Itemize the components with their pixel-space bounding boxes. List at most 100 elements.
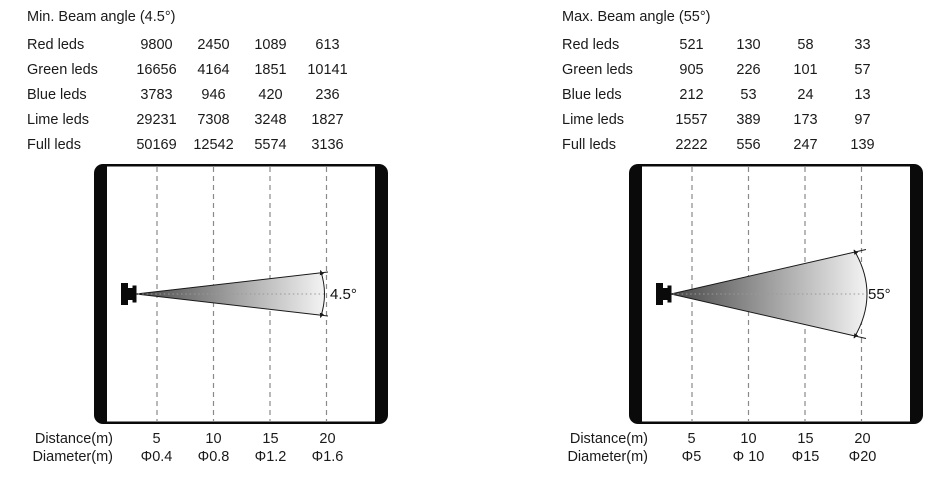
led-table-row: Green leds 905 226 101 57 <box>562 58 892 83</box>
beam-diagram-min: 4.5° <box>94 164 388 424</box>
diameter-axis: Diameter(m) Φ0.4 Φ0.8 Φ1.2 Φ1.6 <box>0 449 356 466</box>
lux-value: 97 <box>854 112 871 128</box>
lux-value: 212 <box>679 87 704 103</box>
led-row-label: Green leds <box>562 62 633 78</box>
lux-value: 16656 <box>136 62 177 78</box>
led-table-row: Full leds 2222 556 247 139 <box>562 133 892 158</box>
diameter-value: Φ20 <box>848 449 877 465</box>
lux-value: 1851 <box>254 62 287 78</box>
diameter-value: Φ15 <box>791 449 820 465</box>
lux-value: 53 <box>740 87 757 103</box>
lux-value: 13 <box>854 87 871 103</box>
lux-value: 946 <box>201 87 226 103</box>
fixture-icon <box>121 283 137 305</box>
lux-value: 613 <box>315 37 340 53</box>
lux-value: 101 <box>793 62 818 78</box>
lux-value: 7308 <box>197 112 230 128</box>
led-row-label: Lime leds <box>27 112 90 128</box>
panel-min-beam-angle: Min. Beam angle (4.5°) Red leds 9800 245… <box>0 0 415 477</box>
beam-edge-top <box>135 271 329 295</box>
lux-value: 10141 <box>307 62 348 78</box>
led-row-label: Green leds <box>27 62 98 78</box>
distance-axis: Distance(m) 5 10 15 20 <box>535 431 891 448</box>
beam-cone <box>136 273 324 315</box>
diameter-value: Φ0.4 <box>140 449 173 465</box>
distance-axis-label: Distance(m) <box>34 431 113 447</box>
lux-value: 3136 <box>311 137 344 153</box>
lux-value: 58 <box>797 37 814 53</box>
fixture-icon <box>656 283 672 305</box>
lux-value: 24 <box>797 87 814 103</box>
lux-value: 139 <box>850 137 875 153</box>
distance-value: 20 <box>319 431 336 447</box>
diameter-axis-label: Diameter(m) <box>32 449 113 465</box>
beam-angle-label: 4.5° <box>330 286 357 303</box>
led-lux-table: Red leds 9800 2450 1089 613 Green leds 1… <box>27 33 357 158</box>
led-table-row: Red leds 521 130 58 33 <box>562 33 892 58</box>
diameter-value: Φ5 <box>681 449 702 465</box>
lux-value: 5574 <box>254 137 287 153</box>
lux-value: 50169 <box>136 137 177 153</box>
led-table-row: Full leds 50169 12542 5574 3136 <box>27 133 357 158</box>
lux-value: 1089 <box>254 37 287 53</box>
lux-value: 905 <box>679 62 704 78</box>
led-row-label: Red leds <box>27 37 85 53</box>
distance-value: 5 <box>687 431 696 447</box>
distance-axis: Distance(m) 5 10 15 20 <box>0 431 356 448</box>
beam-edge-bottom <box>670 293 867 339</box>
led-row-label: Lime leds <box>562 112 625 128</box>
distance-value: 5 <box>152 431 161 447</box>
diameter-axis: Diameter(m) Φ5 Φ 10 Φ15 Φ20 <box>535 449 891 466</box>
lux-value: 2222 <box>675 137 708 153</box>
led-table-row: Blue leds 212 53 24 13 <box>562 83 892 108</box>
lux-value: 226 <box>736 62 761 78</box>
lux-value: 3783 <box>140 87 173 103</box>
lux-value: 33 <box>854 37 871 53</box>
lux-value: 4164 <box>197 62 230 78</box>
diameter-value: Φ 10 <box>732 449 765 465</box>
lux-value: 1557 <box>675 112 708 128</box>
lux-value: 420 <box>258 87 283 103</box>
led-table-row: Green leds 16656 4164 1851 10141 <box>27 58 357 83</box>
panel-title: Min. Beam angle (4.5°) <box>27 9 176 25</box>
diameter-value: Φ1.2 <box>254 449 287 465</box>
lux-value: 29231 <box>136 112 177 128</box>
beam-edge-bottom <box>135 293 329 317</box>
led-table-row: Red leds 9800 2450 1089 613 <box>27 33 357 58</box>
lux-value: 389 <box>736 112 761 128</box>
lux-value: 521 <box>679 37 704 53</box>
lux-value: 12542 <box>193 137 234 153</box>
diameter-axis-label: Diameter(m) <box>567 449 648 465</box>
led-row-label: Blue leds <box>562 87 622 103</box>
diameter-value: Φ0.8 <box>197 449 230 465</box>
led-row-label: Full leds <box>27 137 81 153</box>
lux-value: 130 <box>736 37 761 53</box>
lux-value: 9800 <box>140 37 173 53</box>
lux-value: 3248 <box>254 112 287 128</box>
angle-arc <box>853 249 868 339</box>
led-row-label: Full leds <box>562 137 616 153</box>
distance-value: 15 <box>797 431 814 447</box>
distance-value: 20 <box>854 431 871 447</box>
led-table-row: Blue leds 3783 946 420 236 <box>27 83 357 108</box>
lux-value: 247 <box>793 137 818 153</box>
lux-value: 556 <box>736 137 761 153</box>
led-row-label: Red leds <box>562 37 620 53</box>
panel-title: Max. Beam angle (55°) <box>562 9 711 25</box>
panel-max-beam-angle: Max. Beam angle (55°) Red leds 521 130 5… <box>535 0 950 477</box>
beam-angle-label: 55° <box>868 286 891 303</box>
led-row-label: Blue leds <box>27 87 87 103</box>
lux-value: 173 <box>793 112 818 128</box>
led-table-row: Lime leds 1557 389 173 97 <box>562 108 892 133</box>
lux-value: 236 <box>315 87 340 103</box>
led-lux-table: Red leds 521 130 58 33 Green leds 905 22… <box>562 33 892 158</box>
beam-edge-top <box>670 249 867 295</box>
lux-value: 57 <box>854 62 871 78</box>
distance-value: 10 <box>740 431 757 447</box>
distance-value: 10 <box>205 431 222 447</box>
beam-diagram-max: 55° <box>629 164 923 424</box>
distance-axis-label: Distance(m) <box>569 431 648 447</box>
lux-value: 1827 <box>311 112 344 128</box>
led-table-row: Lime leds 29231 7308 3248 1827 <box>27 108 357 133</box>
lux-value: 2450 <box>197 37 230 53</box>
